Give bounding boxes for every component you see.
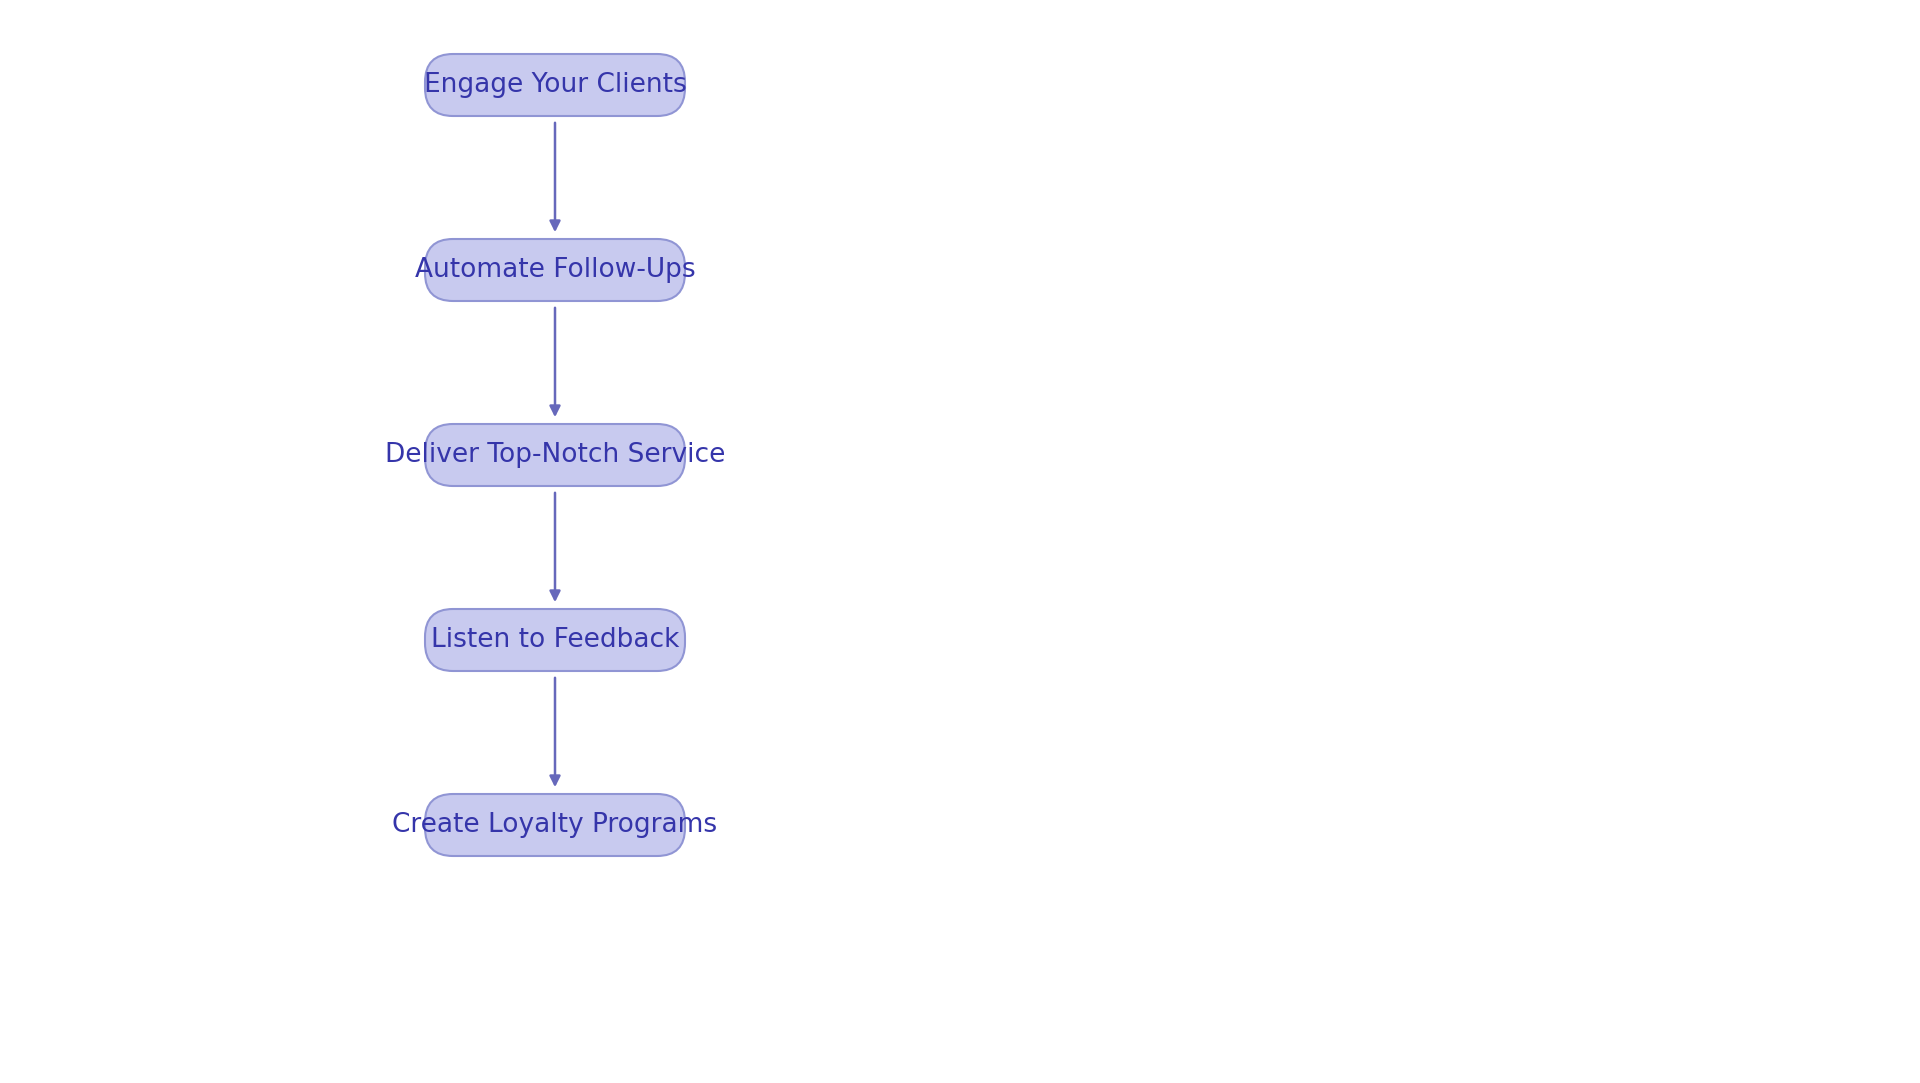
FancyBboxPatch shape xyxy=(424,609,685,671)
Text: Listen to Feedback: Listen to Feedback xyxy=(430,627,680,653)
Text: Deliver Top-Notch Service: Deliver Top-Notch Service xyxy=(384,442,726,468)
FancyBboxPatch shape xyxy=(424,425,685,486)
Text: Create Loyalty Programs: Create Loyalty Programs xyxy=(392,812,718,838)
FancyBboxPatch shape xyxy=(424,794,685,856)
Text: Engage Your Clients: Engage Your Clients xyxy=(424,71,685,97)
FancyBboxPatch shape xyxy=(424,54,685,116)
Text: Automate Follow-Ups: Automate Follow-Ups xyxy=(415,257,695,283)
FancyBboxPatch shape xyxy=(424,239,685,301)
